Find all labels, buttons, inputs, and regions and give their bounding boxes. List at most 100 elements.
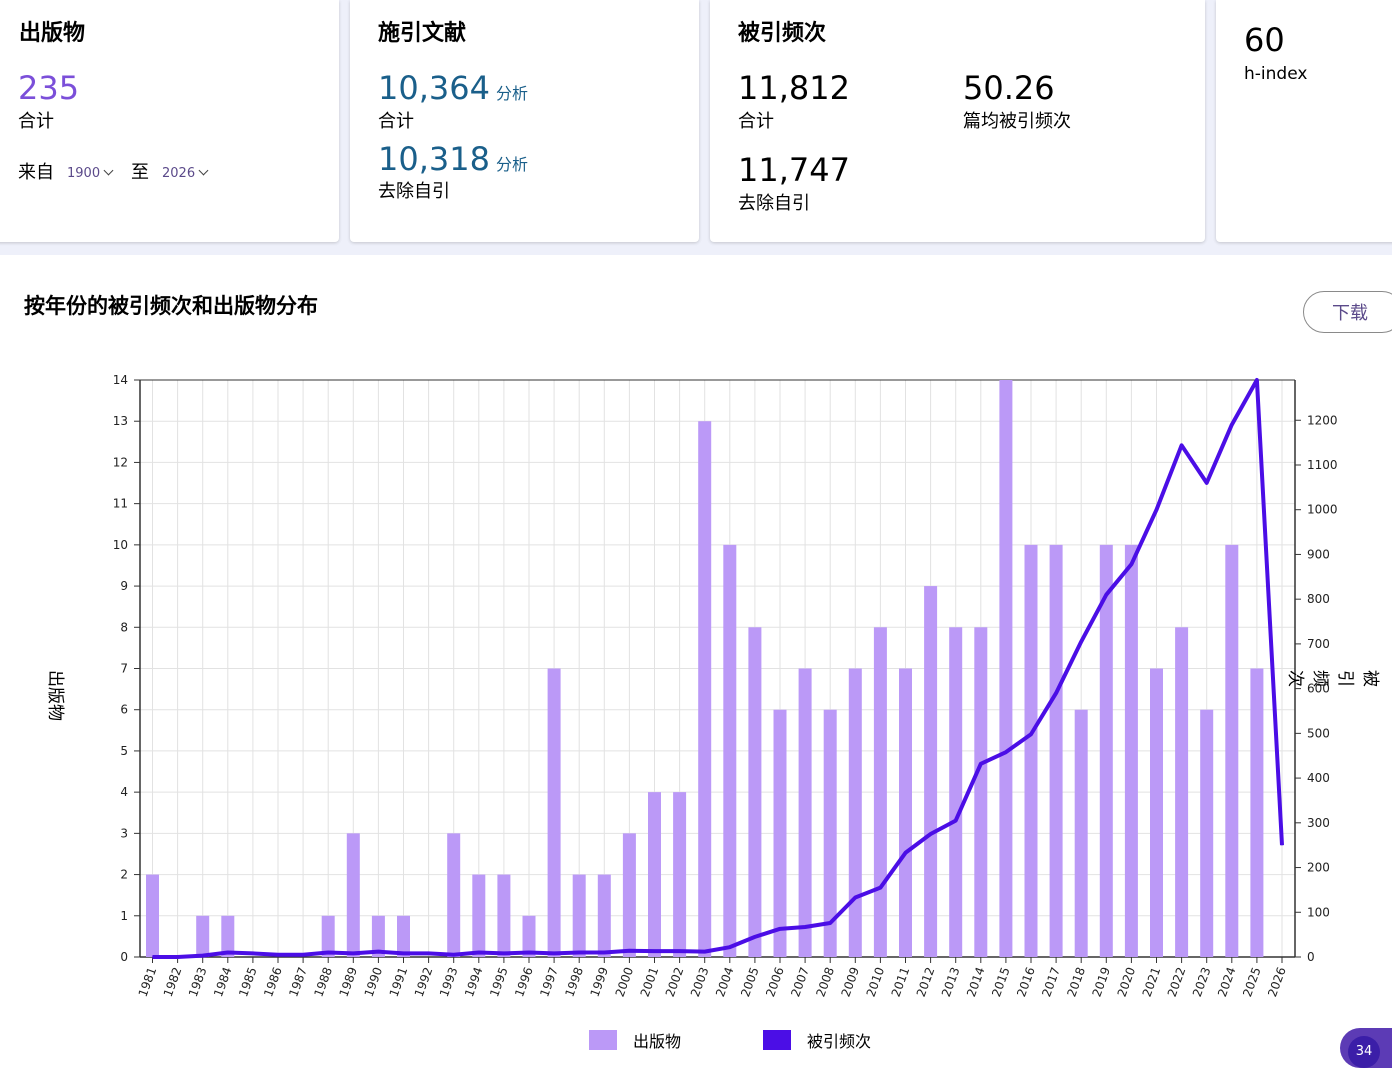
bar-publications-1995 bbox=[497, 874, 511, 957]
x-tick-label: 1992 bbox=[412, 965, 436, 998]
times-cited-excl: 11,747 bbox=[738, 151, 850, 189]
point-times-cited-2026 bbox=[1281, 844, 1283, 846]
x-tick-label: 1998 bbox=[562, 965, 586, 998]
point-times-cited-1986 bbox=[277, 954, 279, 956]
point-times-cited-2009 bbox=[854, 897, 856, 899]
x-tick-label: 1988 bbox=[311, 965, 335, 998]
legend-citations[interactable]: 被引频次 bbox=[763, 1028, 871, 1052]
point-times-cited-1985 bbox=[252, 952, 254, 954]
x-tick-label: 2011 bbox=[889, 965, 913, 998]
right-tick-label: 800 bbox=[1307, 592, 1330, 606]
line-times-cited bbox=[152, 378, 1284, 959]
point-times-cited-2008 bbox=[829, 922, 831, 924]
citing-total: 10,364 分析 bbox=[378, 70, 528, 112]
bar-publications-1991 bbox=[397, 915, 410, 957]
bar-publications-2000 bbox=[622, 833, 636, 957]
point-times-cited-1993 bbox=[453, 954, 455, 956]
point-times-cited-2001 bbox=[654, 950, 655, 952]
bar-publications-2021 bbox=[1150, 668, 1163, 957]
right-tick-label: 300 bbox=[1307, 816, 1330, 830]
x-tick-label: 2007 bbox=[788, 965, 812, 998]
legend-swatch-bar bbox=[589, 1030, 617, 1050]
x-tick-label: 1997 bbox=[537, 965, 561, 998]
point-times-cited-1997 bbox=[553, 952, 555, 954]
x-tick-label: 2021 bbox=[1140, 965, 1164, 998]
point-times-cited-2025 bbox=[1256, 379, 1258, 381]
x-tick-label: 2010 bbox=[864, 965, 888, 998]
bar-publications-1993 bbox=[447, 833, 461, 957]
from-year-select[interactable]: 1900 bbox=[67, 165, 114, 181]
x-tick-label: 1994 bbox=[462, 965, 486, 998]
point-times-cited-1999 bbox=[603, 952, 605, 954]
notification-badge[interactable]: 34 bbox=[1340, 1028, 1392, 1068]
right-tick-label: 700 bbox=[1307, 637, 1330, 651]
x-tick-label: 2016 bbox=[1014, 965, 1038, 998]
bar-publications-1999 bbox=[597, 874, 611, 957]
point-times-cited-2011 bbox=[905, 852, 906, 854]
point-times-cited-1982 bbox=[177, 956, 179, 958]
point-times-cited-2006 bbox=[779, 928, 781, 930]
x-tick-label: 2019 bbox=[1090, 965, 1114, 998]
x-tick-label: 2013 bbox=[939, 965, 963, 998]
citing-excl-label: 去除自引 bbox=[378, 181, 450, 202]
citing-total-label: 合计 bbox=[378, 111, 414, 132]
bar-publications-2001 bbox=[648, 792, 661, 957]
bar-publications-2019 bbox=[1099, 544, 1113, 957]
x-tick-label: 2001 bbox=[638, 965, 662, 998]
average-citations-label: 篇均被引频次 bbox=[963, 111, 1071, 132]
legend-swatch-line bbox=[763, 1030, 791, 1050]
x-tick-label: 1981 bbox=[136, 965, 160, 998]
bar-publications-2012 bbox=[924, 586, 938, 957]
right-tick-label: 1100 bbox=[1307, 458, 1338, 472]
point-times-cited-1983 bbox=[202, 955, 204, 957]
point-times-cited-1988 bbox=[327, 952, 329, 954]
citing-excl-value: 10,318 bbox=[378, 140, 490, 178]
legend-publications[interactable]: 出版物 bbox=[589, 1028, 681, 1052]
h-index-label: h-index bbox=[1244, 64, 1308, 84]
point-times-cited-2002 bbox=[679, 950, 681, 952]
x-tick-label: 2003 bbox=[688, 965, 712, 998]
point-times-cited-2000 bbox=[628, 950, 630, 952]
download-button[interactable]: 下载 bbox=[1303, 291, 1392, 333]
x-tick-label: 1987 bbox=[286, 965, 310, 998]
bar-publications-2011 bbox=[899, 668, 912, 957]
citing-total-value: 10,364 bbox=[378, 69, 490, 107]
right-tick-label: 400 bbox=[1307, 771, 1330, 785]
left-tick-label: 1 bbox=[120, 909, 128, 923]
right-axis-title: 被引频次 bbox=[1285, 670, 1380, 687]
point-times-cited-2013 bbox=[955, 820, 957, 822]
times-cited-total-label: 合计 bbox=[738, 111, 774, 132]
x-tick-label: 2014 bbox=[964, 965, 988, 998]
legend-label-publications: 出版物 bbox=[633, 1032, 682, 1051]
h-index-value: 60 bbox=[1244, 21, 1285, 59]
left-tick-label: 8 bbox=[120, 620, 128, 634]
bar-publications-2013 bbox=[949, 627, 963, 957]
x-tick-label: 1999 bbox=[588, 965, 612, 998]
bar-publications-2008 bbox=[823, 709, 837, 957]
publications-total: 235 bbox=[18, 69, 80, 107]
x-tick-label: 1996 bbox=[512, 965, 536, 998]
bar-publications-1994 bbox=[472, 874, 486, 957]
left-tick-label: 11 bbox=[113, 497, 128, 511]
left-tick-label: 0 bbox=[120, 950, 128, 964]
point-times-cited-1984 bbox=[227, 952, 229, 954]
times-cited-total: 11,812 bbox=[738, 69, 850, 107]
bar-publications-1998 bbox=[572, 874, 586, 957]
left-tick-label: 10 bbox=[113, 538, 128, 552]
citing-analyze-link[interactable]: 分析 bbox=[495, 84, 528, 103]
h-index-card: 60 h-index bbox=[1216, 0, 1392, 242]
bar-publications-2005 bbox=[748, 627, 762, 957]
citing-excl-analyze-link[interactable]: 分析 bbox=[495, 155, 528, 174]
x-tick-label: 1990 bbox=[362, 965, 386, 998]
point-times-cited-2014 bbox=[980, 763, 982, 765]
point-times-cited-2005 bbox=[754, 936, 756, 938]
chart-section-title: 按年份的被引频次和出版物分布 bbox=[24, 294, 318, 318]
to-year-select[interactable]: 2026 bbox=[162, 165, 209, 181]
bar-publications-2003 bbox=[698, 421, 712, 957]
x-tick-label: 1991 bbox=[387, 965, 411, 998]
point-times-cited-2012 bbox=[930, 833, 932, 835]
point-times-cited-2015 bbox=[1005, 751, 1007, 753]
bar-publications-2010 bbox=[873, 627, 887, 957]
x-tick-label: 2022 bbox=[1165, 965, 1189, 998]
citing-title: 施引文献 bbox=[378, 21, 467, 46]
